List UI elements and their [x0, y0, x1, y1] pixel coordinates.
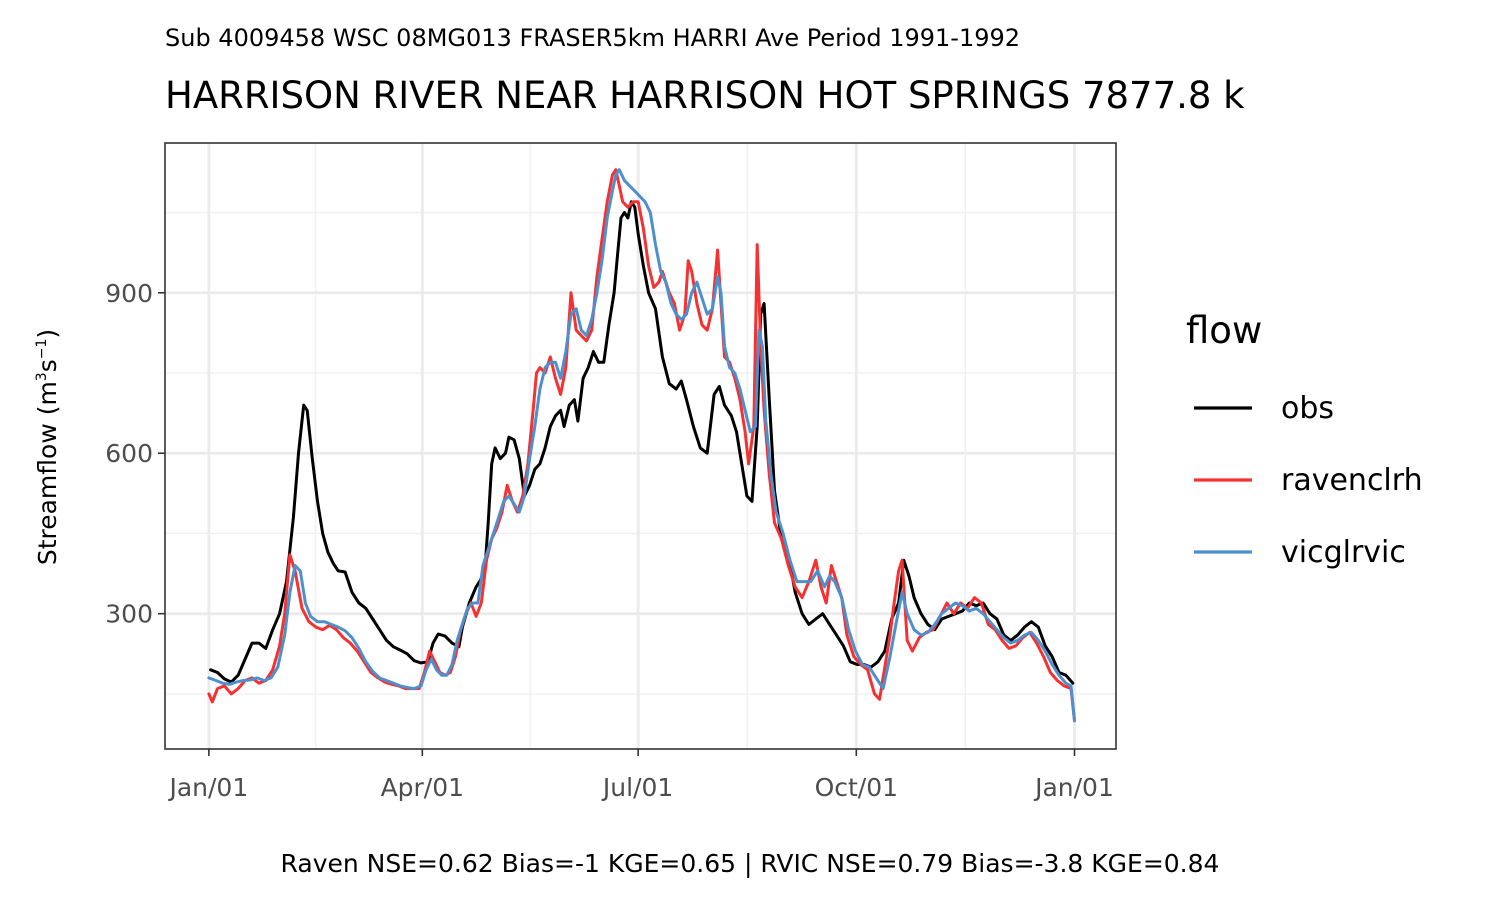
x-tick-label: Apr/01	[381, 773, 464, 802]
y-tick-label: 600	[105, 439, 153, 468]
legend-label-vicglrvic: vicglrvic	[1281, 535, 1406, 570]
y-tick-label: 300	[105, 600, 153, 629]
x-tick-label: Oct/01	[815, 773, 898, 802]
series-line-obs	[209, 200, 1075, 685]
x-axis: Jan/01 Apr/01 Jul/01 Oct/01 Jan/01	[167, 749, 1114, 802]
series-lines	[207, 168, 1076, 723]
legend-label-ravenclrh: ravenclrh	[1281, 463, 1423, 498]
chart-subtitle: Sub 4009458 WSC 08MG013 FRASER5km HARRI …	[165, 24, 1020, 52]
y-axis: 300 600 900	[105, 279, 165, 629]
x-tick-label: Jan/01	[1033, 773, 1114, 802]
x-tick-label: Jul/01	[601, 773, 673, 802]
legend: obs ravenclrh vicglrvic	[1194, 391, 1423, 570]
y-tick-label: 900	[105, 279, 153, 308]
chart-caption: Raven NSE=0.62 Bias=-1 KGE=0.65 | RVIC N…	[281, 849, 1220, 878]
chart-title: HARRISON RIVER NEAR HARRISON HOT SPRINGS…	[165, 74, 1245, 117]
plot-background	[165, 143, 1116, 749]
series-line-vicglrvic	[207, 168, 1076, 723]
y-axis-label: Streamflow (m3s−1)	[33, 329, 62, 565]
legend-title: flow	[1186, 309, 1262, 352]
x-tick-label: Jan/01	[167, 773, 248, 802]
plot-border	[164, 142, 1117, 750]
legend-label-obs: obs	[1281, 391, 1334, 426]
